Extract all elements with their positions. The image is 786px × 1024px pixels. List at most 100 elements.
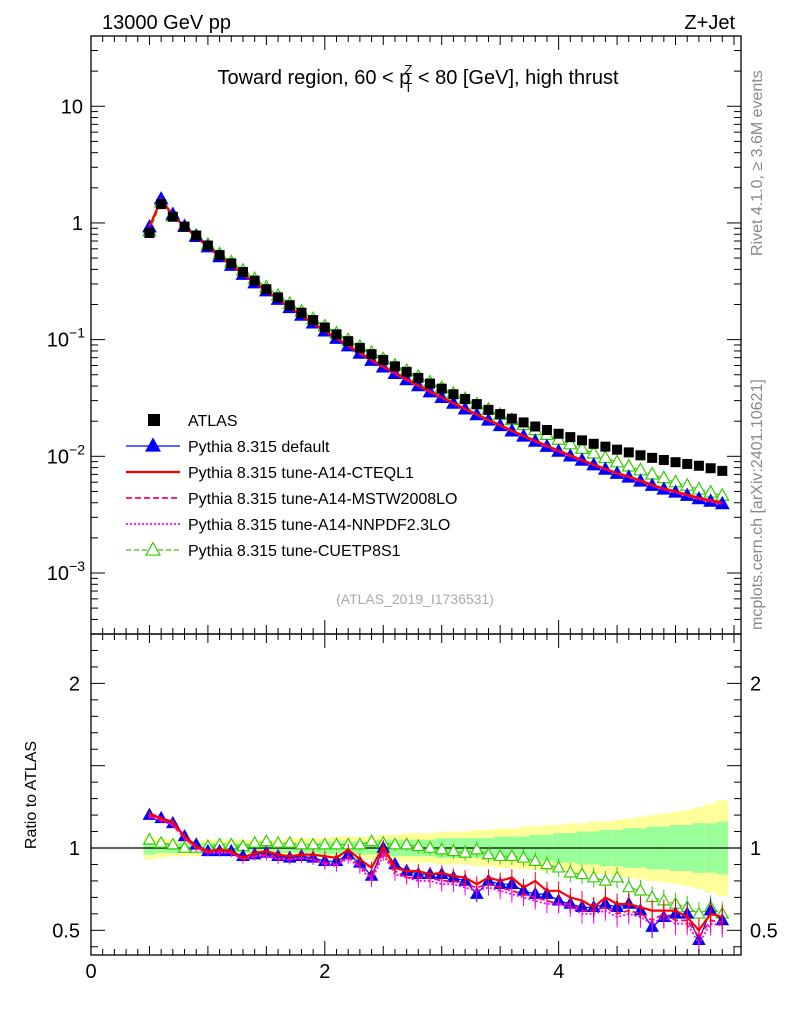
legend-marker-CUETP8S1 [145, 541, 161, 556]
legend: ATLAS Pythia 8.315 default Pythia 8.315 tu… [126, 413, 457, 560]
point-ATLAS [705, 463, 716, 474]
point-ATLAS [623, 447, 634, 458]
point-ATLAS [214, 250, 225, 261]
ytick-base: 10 [47, 563, 69, 585]
point-ATLAS [296, 307, 307, 318]
process-label: Z+Jet [684, 12, 735, 34]
ratio-point-CUETP8S1 [177, 840, 192, 853]
main-ytick-label: 10−3 [47, 558, 85, 585]
ratio-NNPDF-line [149, 814, 723, 946]
ratio-point-CUETP8S1 [575, 866, 589, 880]
point-ATLAS [273, 292, 284, 303]
point-ATLAS [167, 211, 178, 222]
ratio-point-CUETP8S1 [329, 837, 344, 850]
plot-title: Toward region, 60 < pZ T < 80 [GeV], high… [217, 62, 618, 95]
ratio-point-CUETP8S1 [563, 865, 578, 878]
ratio-point-CUETP8S1 [610, 870, 624, 883]
ratio-point-CUETP8S1 [317, 837, 332, 850]
point-ATLAS [460, 393, 471, 404]
ratio-point-CUETP8S1 [353, 837, 367, 850]
point-ATLAS [600, 441, 611, 452]
point-ATLAS [319, 322, 330, 333]
legend-label-NNPDF: Pythia 8.315 tune-A14-NNPDF2.3LO [188, 517, 450, 534]
legend-label-ATLAS: ATLAS [188, 413, 238, 430]
point-ATLAS [495, 409, 506, 420]
ratio-point-CUETP8S1 [528, 853, 543, 866]
point-ATLAS [588, 438, 599, 449]
legend-symbol-ATLAS [148, 414, 160, 426]
ratio-point-CUETP8S1 [282, 835, 297, 848]
ratio-point-CUETP8S1 [633, 883, 648, 896]
ratio-point-CUETP8S1 [621, 880, 636, 893]
legend-label-CTEQL1: Pythia 8.315 tune-A14-CTEQL1 [188, 465, 414, 482]
point-ATLAS [261, 284, 272, 295]
point-ATLAS [717, 465, 728, 476]
ratio-frame [90, 633, 742, 956]
point-ATLAS [237, 266, 248, 277]
point-ATLAS [284, 300, 295, 311]
ratio-point-CUETP8S1 [505, 848, 519, 862]
point-ATLAS [483, 404, 494, 415]
point-ATLAS [343, 336, 354, 347]
legend-label-MSTW: Pythia 8.315 tune-A14-MSTW2008LO [188, 491, 457, 508]
ratio-point-CUETP8S1 [142, 832, 157, 845]
point-ATLAS [413, 372, 424, 383]
title-sup: Z [404, 62, 412, 77]
ratio-point-CUETP8S1 [551, 860, 566, 873]
ratio-point-CUETP8S1 [271, 835, 285, 848]
point-ATLAS [612, 444, 623, 455]
point-ATLAS [565, 432, 576, 443]
ytick-exponent: −2 [69, 441, 85, 457]
point-ATLAS [202, 240, 213, 251]
title-suffix: < 80 [GeV], high thrust [412, 67, 619, 89]
legend-label-default: Pythia 8.315 default [188, 439, 330, 456]
ratio-CTEQL1-line [149, 812, 723, 933]
point-ATLAS [530, 421, 541, 432]
ratio-point-CUETP8S1 [434, 842, 449, 855]
ratio-ytick-label: 1 [69, 838, 80, 860]
point-ATLAS [518, 417, 529, 428]
point-CUETP8S1 [597, 449, 613, 464]
point-ATLAS [471, 399, 482, 410]
point-ATLAS [682, 458, 693, 469]
main-ytick-label: 10−1 [47, 325, 85, 352]
rivet-label: Rivet 4.1.0, ≥ 3.6M events [749, 70, 766, 256]
ratio-ytick-label: 0.5 [52, 920, 80, 942]
ytick-base: 10 [47, 330, 69, 352]
ratio-point-CUETP8S1 [411, 838, 426, 852]
ratio-point-CUETP8S1 [598, 873, 613, 886]
ratio-point-CUETP8S1 [692, 906, 706, 919]
ratio-point-CUETP8S1 [388, 837, 402, 850]
ratio-ytick-label-right: 0.5 [750, 920, 778, 942]
ytick-base: 1 [72, 213, 83, 235]
point-ATLAS [378, 354, 389, 365]
legend-marker-default [145, 437, 161, 452]
ratio-panel: 0 2 4 0.5 0.5 1 1 2 2 [52, 633, 778, 983]
point-ATLAS [647, 452, 658, 463]
main-ytick-label: 1 [72, 213, 83, 235]
main-ytick-label: 10 [61, 96, 83, 118]
point-ATLAS [401, 366, 412, 377]
point-ATLAS [577, 435, 588, 446]
ratio-point-CUETP8S1 [154, 835, 168, 848]
analysis-tag: (ATLAS_2019_I1736531) [336, 591, 494, 607]
main-ytick-label: 10−2 [47, 441, 85, 468]
point-ATLAS [553, 428, 564, 439]
point-ATLAS [448, 389, 459, 400]
ratio-xtick-label: 0 [85, 961, 96, 983]
point-ATLAS [670, 457, 681, 468]
point-ATLAS [354, 342, 365, 353]
point-ATLAS [366, 349, 377, 360]
ratio-point-CUETP8S1 [446, 843, 461, 857]
point-ATLAS [179, 221, 190, 232]
ratio-point-CUETP8S1 [306, 837, 320, 850]
point-ATLAS [693, 460, 704, 471]
ratio-xtick-label: 2 [319, 961, 330, 983]
point-ATLAS [331, 329, 342, 340]
point-ATLAS [506, 413, 517, 424]
ratio-point-CUETP8S1 [493, 848, 507, 862]
ratio-point-CUETP8S1 [586, 870, 601, 883]
title-prefix: Toward region, 60 < p [217, 67, 410, 89]
point-ATLAS [436, 383, 447, 394]
